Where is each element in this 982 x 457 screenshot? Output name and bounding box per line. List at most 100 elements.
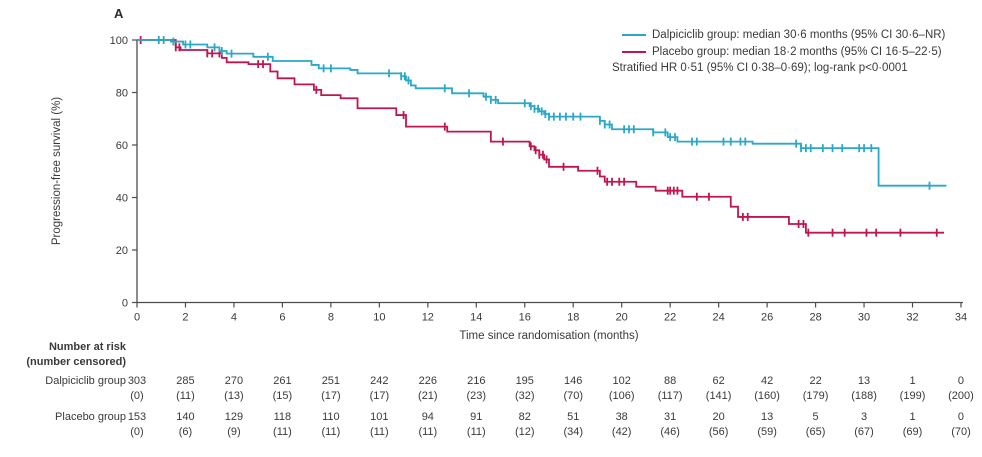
risk-value: 216	[467, 375, 486, 387]
risk-value: 251	[321, 375, 341, 387]
censored-value: (17)	[369, 390, 390, 402]
x-tick-label: 26	[761, 312, 773, 324]
x-tick-label: 14	[470, 312, 482, 324]
x-tick-label: 12	[422, 312, 434, 324]
censored-value: (117)	[657, 390, 683, 402]
risk-value: 88	[664, 375, 677, 387]
censored-value: (11)	[369, 426, 389, 438]
y-tick-label: 80	[116, 88, 128, 100]
risk-value: 13	[760, 411, 774, 423]
x-tick-label: 34	[955, 312, 967, 324]
censored-value: (199)	[899, 390, 926, 402]
censored-value: (32)	[514, 390, 535, 402]
placebo-line-swatch	[622, 50, 646, 53]
risk-value: 31	[664, 411, 677, 423]
risk-table-header: Number at risk	[48, 341, 126, 353]
axes	[136, 40, 963, 304]
censored-value: (11)	[273, 426, 292, 438]
censored-value: (160)	[754, 390, 780, 402]
risk-value: 20	[712, 411, 725, 423]
x-tick-label: 16	[519, 312, 531, 324]
risk-value: 13	[857, 375, 871, 387]
censored-value: (15)	[272, 390, 293, 402]
risk-value: 1	[909, 375, 916, 387]
x-tick-label: 30	[858, 312, 870, 324]
risk-value: 94	[421, 411, 434, 423]
censored-value: (9)	[227, 426, 241, 438]
censored-value: (11)	[321, 426, 341, 438]
risk-value: 0	[957, 375, 965, 387]
risk-value: 22	[809, 375, 822, 387]
x-tick-label: 8	[328, 312, 334, 324]
risk-value: 195	[515, 375, 534, 387]
censored-value: (70)	[951, 426, 971, 438]
x-tick-label: 2	[182, 312, 188, 324]
risk-value: 101	[370, 411, 389, 423]
censored-value: (200)	[948, 390, 974, 402]
censored-value: (11)	[176, 390, 195, 402]
censored-value: (70)	[563, 390, 583, 402]
censored-value: (69)	[902, 426, 923, 438]
risk-value: 146	[564, 375, 583, 387]
censored-value: (67)	[854, 426, 874, 438]
y-tick-label: 100	[110, 35, 128, 47]
censored-value: (13)	[224, 390, 244, 402]
risk-value: 129	[224, 411, 244, 423]
censored-value: (6)	[178, 426, 193, 438]
risk-value: 285	[176, 375, 195, 387]
risk-table-subheader: (number censored)	[26, 356, 126, 368]
risk-value: 42	[760, 375, 774, 387]
risk-value: 153	[127, 411, 147, 423]
risk-value: 118	[273, 411, 292, 423]
censored-value: (65)	[805, 426, 826, 438]
x-tick-label: 20	[616, 312, 628, 324]
y-tick-label: 20	[116, 245, 128, 257]
risk-value: 110	[322, 411, 340, 423]
censored-value: (34)	[563, 426, 583, 438]
risk-row-label-dalpiciclib: Dalpiciclib group	[45, 375, 126, 387]
legend-item-dalpiciclib: Dalpiciclib group: median 30·6 months (9…	[622, 27, 945, 44]
y-axis-title: Progression-free survival (%)	[51, 96, 63, 246]
x-tick-label: 28	[809, 312, 821, 324]
risk-value: 91	[470, 411, 483, 423]
risk-value: 303	[127, 375, 147, 387]
y-tick-label: 40	[116, 193, 128, 205]
censored-value: (42)	[611, 426, 632, 438]
legend-label-dalpiciclib: Dalpiciclib group: median 30·6 months (9…	[652, 29, 946, 42]
censored-value: (59)	[757, 426, 777, 438]
risk-value: 38	[615, 411, 628, 423]
censored-value: (188)	[851, 390, 877, 402]
risk-value: 140	[176, 411, 195, 423]
censored-value: (17)	[321, 390, 341, 402]
risk-value: 5	[812, 411, 819, 423]
risk-value: 270	[224, 375, 244, 387]
censored-value: (0)	[130, 390, 144, 402]
censored-value: (141)	[705, 390, 732, 402]
censored-value: (56)	[708, 426, 729, 438]
x-tick-label: 10	[373, 312, 385, 324]
legend-label-placebo: Placebo group: median 18·2 months (95% C…	[652, 45, 942, 58]
risk-row-label-placebo: Placebo group	[55, 411, 126, 423]
risk-value: 261	[273, 375, 292, 387]
dalpiciclib-line-swatch	[622, 34, 646, 37]
censored-value: (11)	[466, 426, 486, 438]
censored-value: (21)	[418, 390, 438, 402]
risk-value: 51	[567, 411, 580, 423]
censored-value: (0)	[130, 426, 144, 438]
risk-value: 62	[712, 375, 725, 387]
legend: Dalpiciclib group: median 30·6 months (9…	[612, 27, 945, 77]
censored-value: (106)	[608, 390, 635, 402]
risk-value: 226	[418, 375, 437, 387]
censored-value: (179)	[802, 390, 829, 402]
y-tick-label: 60	[116, 140, 128, 152]
risk-value: 82	[518, 411, 531, 423]
legend-stats-note: Stratified HR 0·51 (95% CI 0·38–0·69); l…	[612, 62, 908, 74]
x-tick-label: 22	[664, 312, 676, 324]
curve-placebo	[137, 39, 945, 234]
panel-label: A	[114, 6, 124, 21]
risk-value: 3	[860, 411, 868, 423]
x-tick-label: 4	[231, 312, 237, 324]
censored-value: (23)	[466, 390, 487, 402]
